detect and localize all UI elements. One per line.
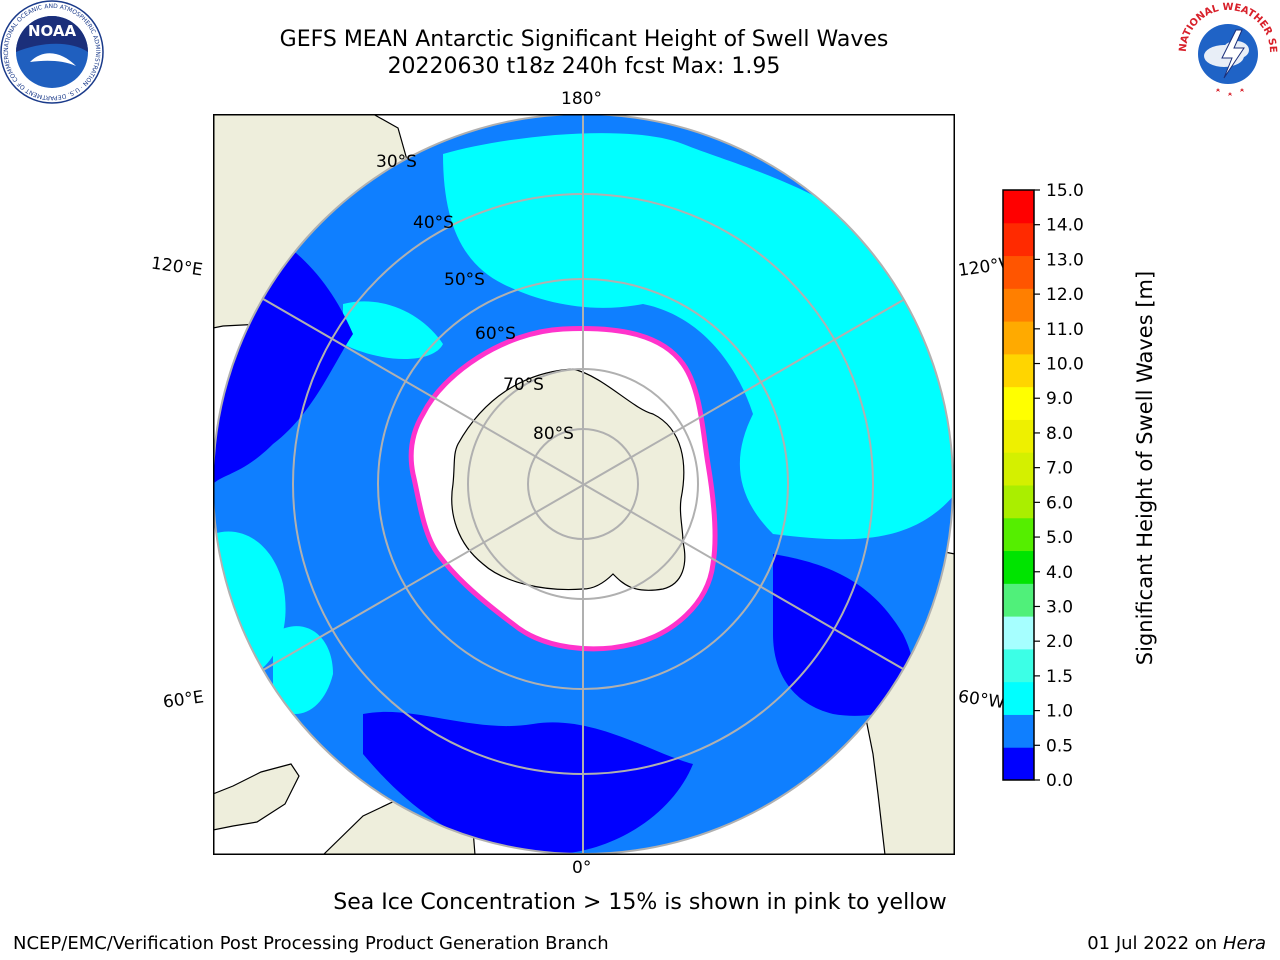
colorbar-block (1003, 714, 1034, 748)
colorbar-tick-label: 3.0 (1046, 597, 1073, 617)
colorbar-tick-label: 14.0 (1046, 216, 1084, 236)
colorbar-tick-label: 0.5 (1046, 736, 1073, 756)
colorbar-block (1003, 681, 1034, 715)
colorbar-block (1003, 583, 1034, 617)
colorbar-block (1003, 517, 1034, 552)
colorbar-block (1003, 747, 1034, 781)
polar-map (213, 114, 955, 855)
colorbar-tick-label: 2.0 (1046, 632, 1073, 652)
colorbar-tick-label: 7.0 (1046, 459, 1073, 479)
lon-label-0: 0° (572, 858, 592, 878)
sea-ice-note: Sea Ice Concentration > 15% is shown in … (333, 890, 947, 915)
lon-label-180: 180° (561, 89, 602, 109)
colorbar-block (1003, 288, 1034, 322)
noaa-logo: NATIONAL OCEANIC AND ATMOSPHERIC ADMINIS… (0, 0, 104, 104)
colorbar-tick-label: 4.0 (1046, 563, 1073, 583)
colorbar-tick-label: 12.0 (1046, 285, 1084, 305)
lat-label-60s: 60°S (475, 324, 516, 344)
colorbar-block (1003, 386, 1034, 420)
colorbar-tick-label: 8.0 (1046, 424, 1073, 444)
footer-date: 01 Jul 2022 on Hera (1087, 933, 1266, 954)
colorbar-tick-label: 13.0 (1046, 250, 1084, 270)
colorbar-tick-label: 11.0 (1046, 320, 1084, 340)
colorbar-tick-label: 5.0 (1046, 528, 1073, 548)
lat-label-40s: 40°S (413, 213, 454, 233)
colorbar-tick-label: 9.0 (1046, 389, 1073, 409)
footer-date-text: 01 Jul 2022 on (1087, 933, 1223, 954)
colorbar-block (1003, 616, 1034, 650)
colorbar-block (1003, 485, 1034, 519)
colorbar-block (1003, 321, 1034, 355)
colorbar-tick-label: 0.0 (1046, 771, 1073, 790)
colorbar-block (1003, 222, 1034, 257)
colorbar-tick-label: 10.0 (1046, 355, 1084, 375)
colorbar: 15.0 14.0 13.0 12.0 11.0 10.0 9.0 8.0 7.0 6.0 5.0 4… (1002, 181, 1084, 790)
colorbar-block (1003, 190, 1034, 224)
colorbar-tick-label: 15.0 (1046, 181, 1084, 201)
colorbar-block (1003, 419, 1034, 453)
lon-label-60e: 60°E (161, 687, 206, 713)
footer-host: Hera (1222, 933, 1266, 954)
colorbar-block (1003, 550, 1034, 584)
lon-label-120e: 120°E (149, 253, 204, 281)
map-title-line-1: GEFS MEAN Antarctic Significant Height o… (279, 27, 889, 52)
noaa-logo-text: NOAA (28, 22, 77, 40)
map-title-line-2: 20220630 t18z 240h fcst Max: 1.95 (387, 54, 781, 79)
lat-label-80s: 80°S (533, 424, 574, 444)
colorbar-tick-label: 6.0 (1046, 493, 1073, 513)
colorbar-block (1003, 648, 1034, 683)
colorbar-tick-label: 1.0 (1046, 702, 1073, 722)
colorbar-block (1003, 452, 1034, 486)
madagascar-landmass (213, 763, 300, 831)
colorbar-label: Significant Height of Swell Waves [m] (1133, 270, 1157, 666)
colorbar-tick-label: 1.5 (1046, 667, 1073, 687)
lat-label-50s: 50°S (444, 270, 485, 290)
colorbar-block (1003, 353, 1034, 388)
lat-label-70s: 70°S (503, 375, 544, 395)
footer-credit: NCEP/EMC/Verification Post Processing Pr… (13, 933, 609, 954)
colorbar-block (1003, 255, 1034, 289)
nws-logo: NATIONAL WEATHER SERVICE (1176, 0, 1278, 102)
lat-label-30s: 30°S (376, 152, 417, 172)
antarctica-landmass (451, 368, 686, 591)
